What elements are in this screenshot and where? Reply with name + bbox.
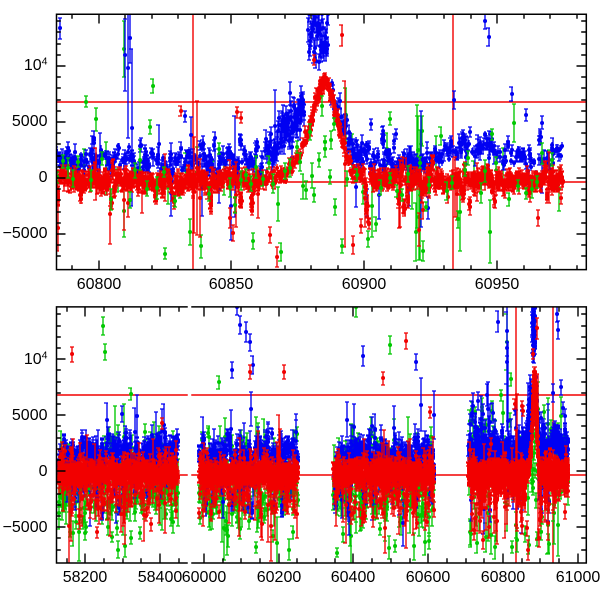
svg-text:60900: 60900: [342, 276, 387, 293]
svg-text:60000: 60000: [182, 569, 227, 586]
svg-text:60850: 60850: [209, 276, 254, 293]
svg-text:60400: 60400: [331, 569, 376, 586]
svg-text:60600: 60600: [406, 569, 451, 586]
svg-text:5000: 5000: [12, 407, 48, 424]
svg-text:−5000: −5000: [3, 519, 48, 536]
svg-text:60950: 60950: [475, 276, 520, 293]
svg-text:60800: 60800: [481, 569, 526, 586]
svg-text:0: 0: [39, 169, 48, 186]
svg-text:58200: 58200: [63, 569, 108, 586]
svg-text:−5000: −5000: [3, 225, 48, 242]
svg-text:0: 0: [39, 463, 48, 480]
svg-text:61000: 61000: [556, 569, 600, 586]
svg-text:60200: 60200: [257, 569, 302, 586]
svg-text:60800: 60800: [77, 276, 122, 293]
svg-text:58400: 58400: [138, 569, 183, 586]
svg-text:5000: 5000: [12, 113, 48, 130]
